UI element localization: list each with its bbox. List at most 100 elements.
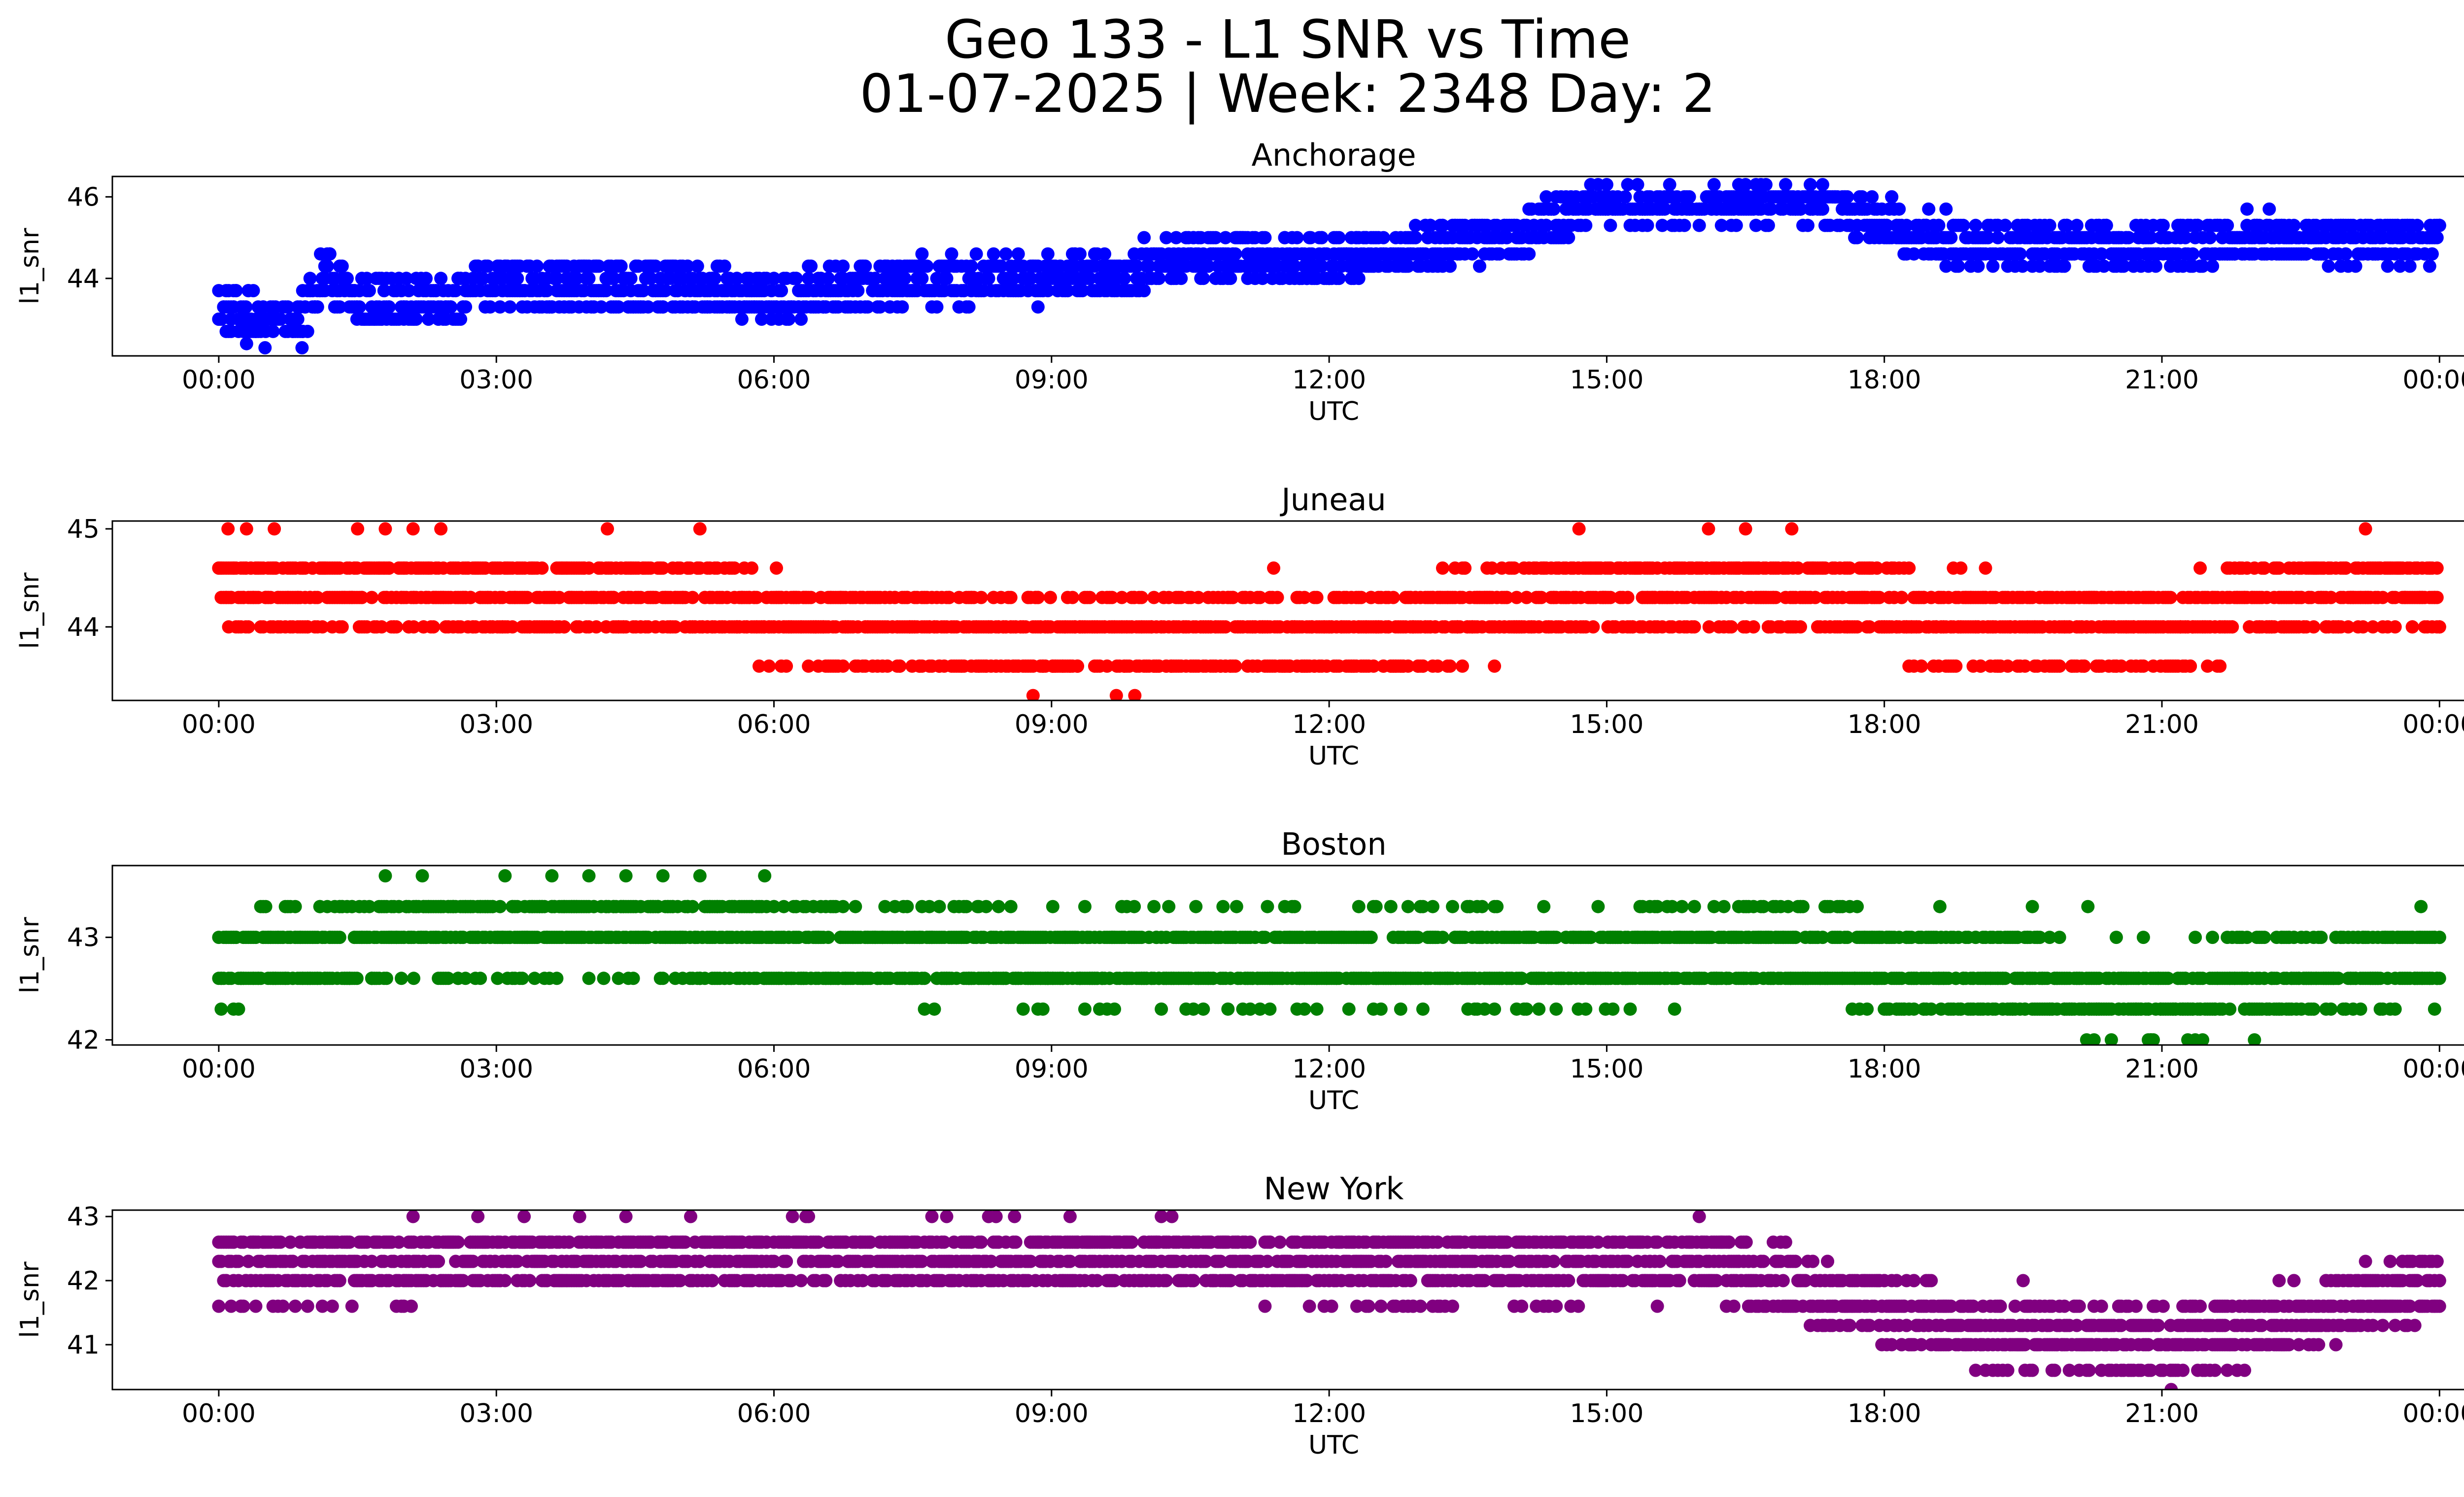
data-point <box>1456 660 1469 673</box>
data-point <box>333 931 346 944</box>
data-point <box>686 591 699 604</box>
data-point <box>1932 219 1945 232</box>
data-point <box>675 272 688 285</box>
data-point <box>1224 272 1237 285</box>
data-point <box>2322 260 2335 273</box>
x-axis-label: UTC <box>1308 397 1359 426</box>
data-point <box>1816 203 1829 216</box>
data-point <box>301 325 314 338</box>
data-point <box>336 620 349 633</box>
data-point <box>410 313 423 326</box>
data-point <box>1387 591 1400 604</box>
data-point <box>1631 178 1644 191</box>
data-point <box>1466 247 1479 261</box>
data-point <box>1779 178 1792 191</box>
data-point <box>898 272 911 285</box>
data-point <box>1230 231 1243 244</box>
data-point <box>1683 190 1696 204</box>
data-point <box>291 313 305 326</box>
data-point <box>999 247 1013 261</box>
data-point <box>1841 190 1854 204</box>
data-point <box>427 620 440 633</box>
subplot-title: Anchorage <box>1251 137 1416 173</box>
y-tick-label: 46 <box>67 182 100 212</box>
data-point <box>1473 260 1486 273</box>
data-point <box>407 522 420 535</box>
data-point <box>1944 231 1957 244</box>
data-point <box>2430 591 2444 604</box>
data-point <box>1747 620 1760 633</box>
data-point <box>353 300 366 313</box>
data-point <box>1291 231 1304 244</box>
data-point <box>1562 231 1575 244</box>
data-point <box>745 561 758 575</box>
data-point <box>1098 247 1111 261</box>
data-point <box>2262 203 2276 216</box>
data-point <box>1547 203 1560 216</box>
data-point <box>1972 260 1985 273</box>
data-point <box>1922 203 1935 216</box>
data-point <box>601 522 614 535</box>
data-point <box>821 272 835 285</box>
data-point <box>1333 272 1346 285</box>
data-point <box>780 660 793 673</box>
data-point <box>2287 219 2300 232</box>
x-tick-label: 00:00 <box>2402 710 2464 739</box>
data-point <box>242 620 255 633</box>
data-point <box>2100 219 2113 232</box>
data-point <box>1865 190 1879 204</box>
data-point <box>1443 660 1457 673</box>
data-point <box>1579 219 1592 232</box>
data-point <box>247 284 260 297</box>
data-point <box>1304 231 1317 244</box>
data-point <box>1118 272 1131 285</box>
data-point <box>1174 272 1188 285</box>
data-point <box>1333 231 1346 244</box>
data-point <box>530 260 544 273</box>
data-point <box>2430 231 2444 244</box>
x-tick-label: 21:00 <box>2125 710 2199 739</box>
data-point <box>1794 620 1807 633</box>
data-point <box>895 300 909 313</box>
x-tick-label: 09:00 <box>1015 365 1089 395</box>
data-point <box>515 972 529 985</box>
data-point <box>493 900 507 913</box>
data-point <box>1725 620 1738 633</box>
data-point <box>1031 300 1045 313</box>
data-point <box>1956 219 1970 232</box>
data-point <box>789 272 803 285</box>
data-point <box>1031 591 1045 604</box>
data-point <box>1488 660 1501 673</box>
data-point <box>691 260 704 273</box>
data-point <box>1895 591 1908 604</box>
data-point <box>1135 591 1148 604</box>
data-point <box>1688 620 1701 633</box>
data-point <box>1969 219 1983 232</box>
data-point <box>2423 260 2436 273</box>
data-point <box>365 591 378 604</box>
data-point <box>1229 247 1242 261</box>
x-tick-label: 15:00 <box>1570 710 1643 739</box>
data-point <box>1641 219 1654 232</box>
data-point <box>268 522 281 535</box>
data-point <box>770 561 783 575</box>
data-point <box>1804 178 1817 191</box>
data-point <box>1693 219 1706 232</box>
data-point <box>1310 591 1324 604</box>
data-point <box>1801 219 1814 232</box>
data-point <box>1197 272 1210 285</box>
data-point <box>395 972 408 985</box>
data-point <box>735 313 749 326</box>
x-tick-label: 06:00 <box>737 365 811 395</box>
data-point <box>2403 260 2417 273</box>
data-point <box>498 869 512 882</box>
data-point <box>2053 660 2066 673</box>
data-point <box>2070 219 2084 232</box>
data-point <box>259 900 273 913</box>
data-point <box>240 522 253 535</box>
